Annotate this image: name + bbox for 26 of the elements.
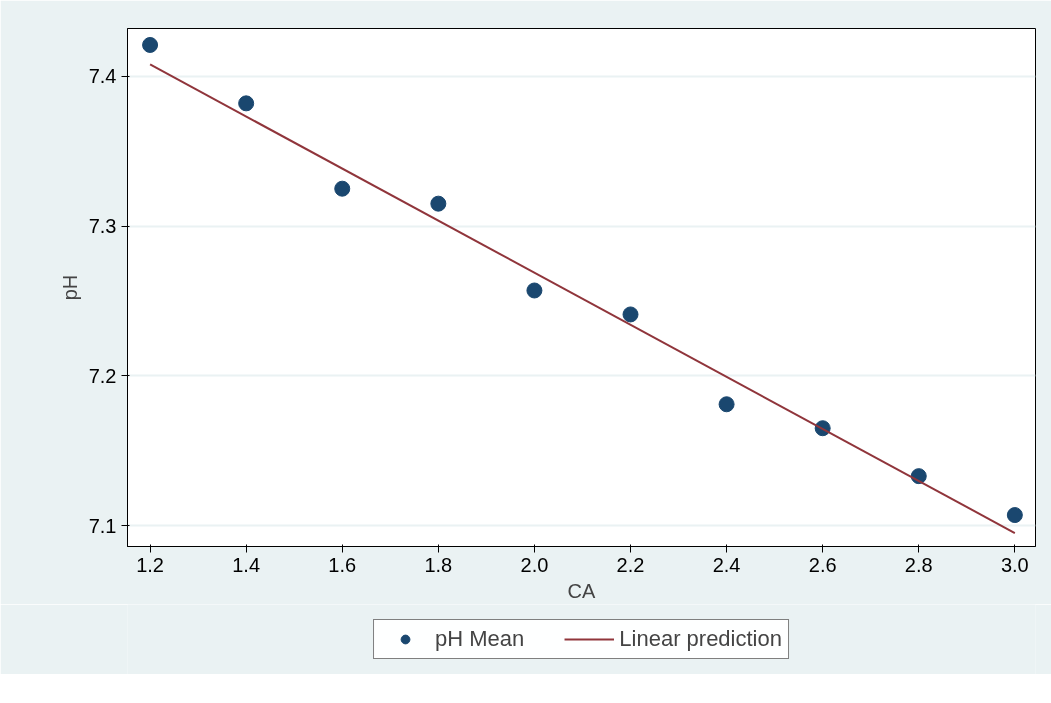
x-tick-label: 1.8	[424, 553, 453, 576]
x-tick-label: 2.8	[904, 553, 933, 576]
y-tick-label: 7.3	[88, 215, 117, 238]
legend-label: pH Mean	[435, 626, 525, 652]
point	[142, 36, 159, 53]
x-axis-title: CA	[567, 579, 597, 602]
point	[334, 180, 351, 197]
x-tick-label: 3.0	[1000, 553, 1029, 576]
x-tick-label: 1.6	[328, 553, 357, 576]
point	[718, 396, 735, 413]
point	[238, 95, 255, 112]
point	[430, 195, 447, 212]
y-axis-title: pH	[58, 274, 81, 301]
x-tick-label: 1.2	[136, 553, 164, 576]
y-tick-label: 7.4	[88, 65, 117, 88]
point	[622, 306, 639, 323]
point	[1006, 507, 1023, 524]
legend-label: Linear prediction	[619, 626, 782, 652]
x-tick-label: 2.4	[712, 553, 741, 576]
x-tick-label: 2.2	[616, 553, 645, 576]
x-tick-label: 1.4	[232, 553, 261, 576]
x-tick-label: 2.6	[808, 553, 837, 576]
x-tick-label: 2.0	[520, 553, 549, 576]
y-tick-label: 7.2	[88, 364, 117, 387]
point	[526, 282, 543, 299]
y-tick-label: 7.1	[88, 514, 117, 537]
